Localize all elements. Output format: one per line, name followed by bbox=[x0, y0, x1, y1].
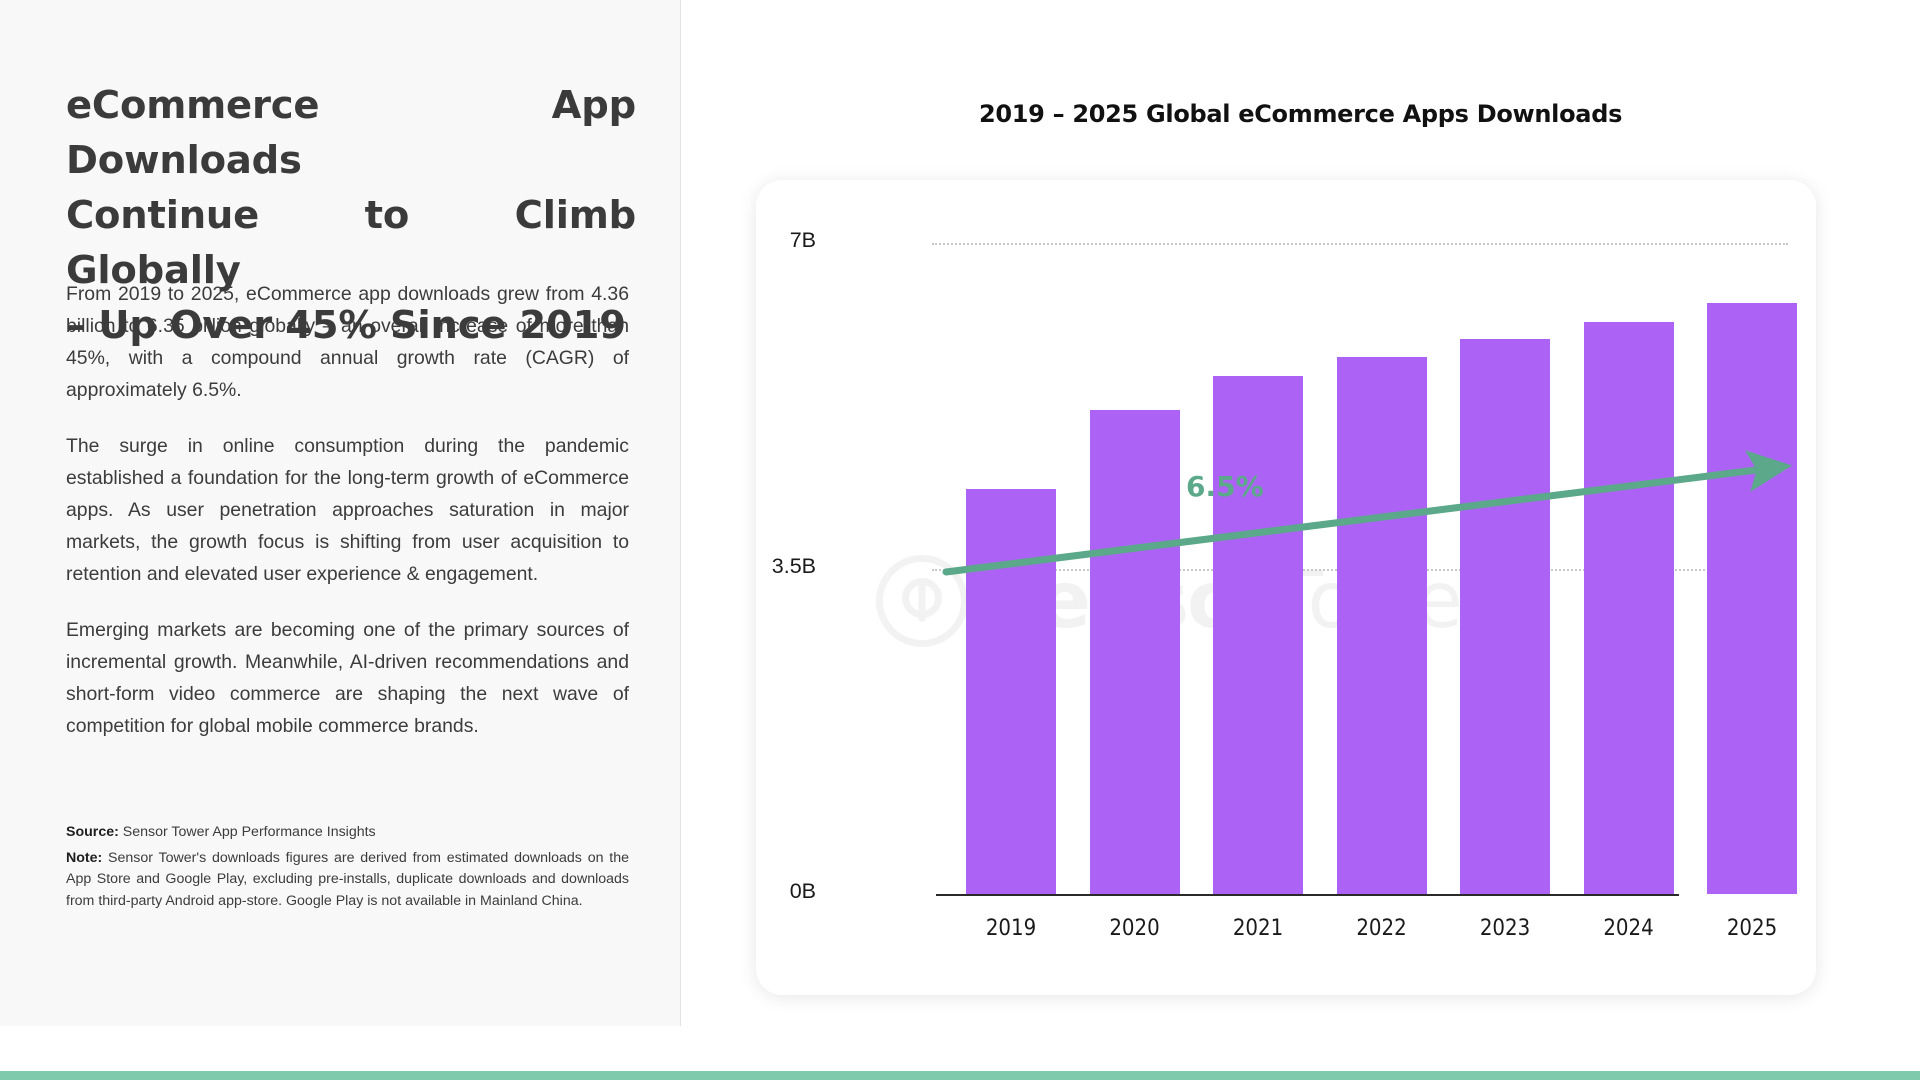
bar-2019[interactable] bbox=[966, 488, 1056, 894]
body-paragraph-3: Emerging markets are becoming one of the… bbox=[66, 619, 629, 737]
gridline-7B bbox=[932, 243, 1788, 245]
note-line: Note: Sensor Tower's downloads figures a… bbox=[66, 848, 629, 913]
bar-2020[interactable] bbox=[1089, 410, 1180, 894]
source-label: Source: bbox=[66, 824, 119, 840]
x-axis-tick-2023: 2023 bbox=[1479, 916, 1531, 941]
bar-2023[interactable] bbox=[1460, 338, 1550, 894]
y-axis-tick-3.5B: 3.5B bbox=[771, 553, 816, 578]
body-paragraph-2: The surge in online consumption during t… bbox=[66, 435, 629, 585]
headline-line-1: eCommerce App Downloads bbox=[66, 83, 636, 183]
source-line: Source: Sensor Tower App Performance Ins… bbox=[66, 822, 629, 844]
body-paragraph-1: From 2019 to 2025, eCommerce app downloa… bbox=[66, 283, 629, 401]
footnotes: Source: Sensor Tower App Performance Ins… bbox=[66, 822, 629, 912]
chart-panel: 2019 – 2025 Global eCommerce Apps Downlo… bbox=[681, 0, 1920, 1026]
bar-2021[interactable] bbox=[1213, 375, 1303, 894]
x-axis-tick-2022: 2022 bbox=[1356, 916, 1407, 941]
source-text: Sensor Tower App Performance Insights bbox=[118, 824, 376, 840]
chart-x-axis-line bbox=[936, 894, 1679, 896]
x-axis-tick-2024: 2024 bbox=[1603, 916, 1654, 941]
y-axis-tick-7B: 7B bbox=[789, 228, 816, 252]
x-axis-tick-2025: 2025 bbox=[1726, 916, 1778, 941]
note-label: Note: bbox=[66, 849, 103, 866]
x-axis-tick-2020: 2020 bbox=[1109, 916, 1160, 941]
footer-accent-bar bbox=[0, 1071, 1920, 1080]
page-title: eCommerce App Downloads Continue to Clim… bbox=[66, 78, 636, 353]
left-text-panel: eCommerce App Downloads Continue to Clim… bbox=[0, 0, 681, 1026]
note-text: Sensor Tower's downloads figures are der… bbox=[66, 849, 629, 909]
bar-2022[interactable] bbox=[1336, 357, 1427, 894]
body-copy: From 2019 to 2025, eCommerce app downloa… bbox=[66, 278, 629, 742]
bar-2025[interactable] bbox=[1707, 303, 1797, 894]
bar-2024[interactable] bbox=[1583, 322, 1674, 894]
x-axis-tick-2019: 2019 bbox=[985, 916, 1037, 941]
headline-line-2: Continue to Climb Globally bbox=[66, 193, 636, 293]
y-axis-tick-0B: 0B bbox=[789, 879, 816, 903]
headline-line-3: – Up Over 45% Since 2019 bbox=[66, 303, 626, 348]
x-axis-tick-2021: 2021 bbox=[1232, 916, 1284, 941]
chart-title: 2019 – 2025 Global eCommerce Apps Downlo… bbox=[978, 100, 1623, 128]
cagr-annotation: 6.5% bbox=[1186, 470, 1264, 503]
